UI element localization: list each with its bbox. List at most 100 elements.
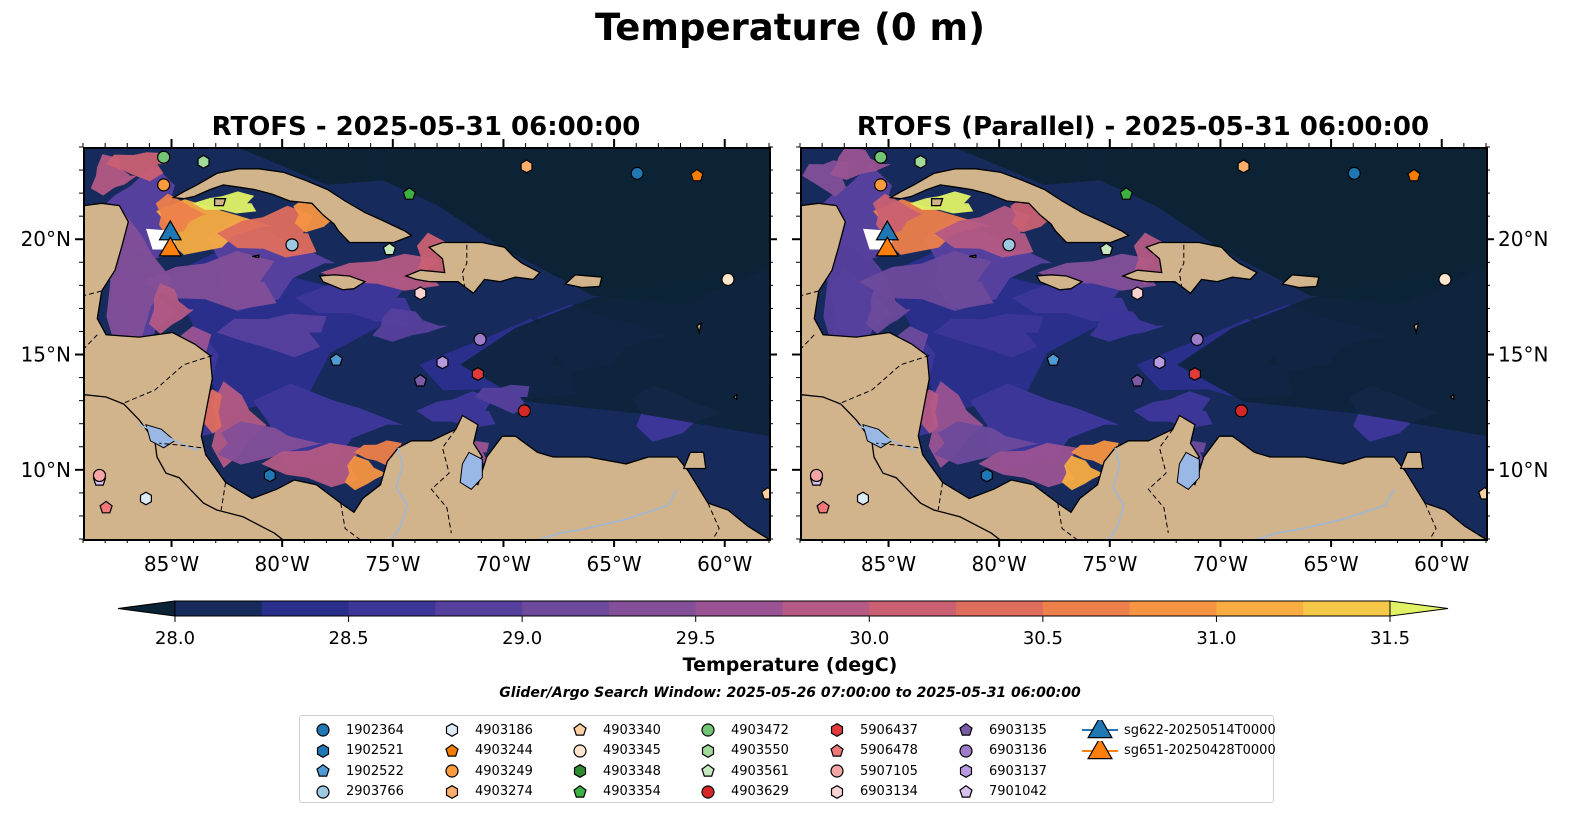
- legend-marker-hexagon-icon: [830, 723, 844, 737]
- left-land-barbados: [732, 393, 738, 401]
- legend-item-6903137: 6903137: [951, 761, 1047, 781]
- left-marker-1902521: [263, 468, 276, 483]
- left-sst-patch: [372, 308, 449, 342]
- lon-tick-label: 70°W: [476, 552, 531, 576]
- legend-label: 4903249: [475, 763, 533, 779]
- lon-tick-label: 60°W: [697, 552, 752, 576]
- left-marker-4903274: [520, 159, 533, 174]
- right-map-panel[interactable]: [800, 147, 1488, 541]
- left-marker-5906437: [471, 367, 484, 381]
- lon-tick-label: 80°W: [972, 552, 1027, 576]
- right-marker-5906478: [816, 500, 830, 514]
- colorbar-segment: [1216, 601, 1304, 616]
- left-land-cuba: [171, 168, 413, 244]
- left-cold-atlantic: [371, 148, 770, 305]
- left-marker-5907105: [92, 468, 107, 483]
- colorbar-segment: [522, 601, 610, 616]
- left-marker-6903136: [473, 332, 487, 346]
- legend-label: sg622-20250514T0000: [1124, 722, 1276, 738]
- right-marker-6903136: [1190, 332, 1204, 346]
- colorbar-segment: [695, 601, 783, 616]
- legend-label: 4903550: [731, 743, 789, 758]
- legend-label: 1902522: [346, 763, 404, 779]
- legend-label: 4903354: [603, 784, 661, 799]
- right-land-lesserAntilles: [1413, 321, 1420, 335]
- lon-tick-label: 75°W: [365, 552, 420, 576]
- lon-tick-label: 65°W: [1303, 552, 1358, 576]
- legend-item-4903345: 4903345: [565, 741, 661, 761]
- right-border: [801, 334, 815, 349]
- legend-marker-hexagon-icon: [830, 784, 844, 799]
- right-border: [1057, 503, 1078, 540]
- legend-item-5906437: 5906437: [822, 720, 918, 740]
- legend-label: 4903340: [603, 722, 661, 738]
- right-land-cuba: [888, 168, 1130, 244]
- legend-item-4903472: 4903472: [693, 720, 789, 740]
- colorbar-segment: [869, 601, 957, 616]
- right-marker-5906437: [1188, 367, 1201, 381]
- legend-marker-hexagon-icon: [445, 784, 459, 799]
- left-cold-bahamas: [238, 148, 383, 185]
- legend-marker-circle-icon: [316, 723, 330, 737]
- left-river: [537, 488, 678, 540]
- left-border: [220, 482, 227, 511]
- left-marker-4903345: [721, 272, 735, 287]
- left-marker-2903766: [285, 238, 299, 252]
- lat-tick-label: 15°N: [21, 343, 71, 367]
- lon-tick-label: 75°W: [1082, 552, 1137, 576]
- left-marker-4903629: [517, 404, 531, 418]
- left-border: [461, 244, 468, 287]
- right-land-cuba_island_pines: [930, 198, 944, 207]
- legend-label: 5906478: [860, 743, 918, 758]
- legend-label: 4903186: [475, 722, 533, 738]
- legend-label: 1902521: [346, 743, 404, 758]
- legend-marker-hexagon-icon: [445, 723, 459, 737]
- lat-tick-label: 20°N: [21, 227, 71, 251]
- legend-item-4903340: 4903340: [565, 720, 661, 740]
- colorbar-segment: [608, 601, 697, 616]
- right-marker-6903135: [1130, 373, 1145, 387]
- lon-tick-label: 85°W: [861, 552, 916, 576]
- legend-item-1902521: 1902521: [308, 741, 404, 761]
- colorbar-segment: [1303, 601, 1391, 616]
- legend-label: 4903629: [731, 784, 789, 799]
- legend-label: 4903345: [603, 743, 661, 758]
- legend-marker-hexagon-icon: [573, 764, 587, 778]
- colorbar-extend-low: [117, 600, 176, 617]
- right-border: [801, 290, 819, 297]
- left-border: [84, 334, 98, 349]
- right-sst-patch: [978, 442, 1078, 488]
- lat-tick-label: 15°N: [1498, 343, 1548, 367]
- right-river: [855, 423, 917, 451]
- right-marker-6903134: [1131, 286, 1144, 301]
- right-marker-1902364: [1347, 166, 1361, 180]
- right-land-pacificNW: [801, 394, 1002, 540]
- lon-tick-label: 80°W: [255, 552, 310, 576]
- colorbar-frame: [174, 600, 1391, 617]
- lon-tick-label: 65°W: [586, 552, 641, 576]
- legend-label: 1902364: [346, 722, 404, 738]
- legend-label: 4903561: [731, 763, 789, 779]
- right-marker-4903249: [874, 178, 888, 192]
- left-border: [159, 442, 202, 449]
- colorbar-segment: [782, 601, 870, 616]
- left-marker-4903244: [690, 168, 704, 182]
- legend-item-2903766: 2903766: [308, 782, 404, 802]
- legend-label: 4903274: [475, 784, 533, 799]
- right-sst-patch: [1010, 197, 1066, 233]
- left-lake: [459, 451, 483, 490]
- left-sst-patch: [90, 154, 137, 196]
- right-marker-4903345: [1438, 272, 1452, 287]
- left-map-panel[interactable]: [83, 147, 771, 541]
- legend-item-4903354: 4903354: [565, 782, 661, 802]
- left-land-lesserAntilles: [696, 321, 703, 335]
- search-window-note: Glider/Argo Search Window: 2025-05-26 07…: [499, 685, 1081, 701]
- left-land-jamaica: [318, 274, 367, 291]
- left-marker-6903134: [414, 286, 427, 301]
- legend-item-5906478: 5906478: [822, 741, 918, 761]
- right-cold-atlantic: [1088, 148, 1487, 305]
- lat-tick-label: 20°N: [1498, 227, 1548, 251]
- colorbar-label: Temperature (degC): [682, 654, 898, 676]
- legend-label: 6903136: [989, 743, 1047, 758]
- legend-item-1902364: 1902364: [308, 720, 404, 740]
